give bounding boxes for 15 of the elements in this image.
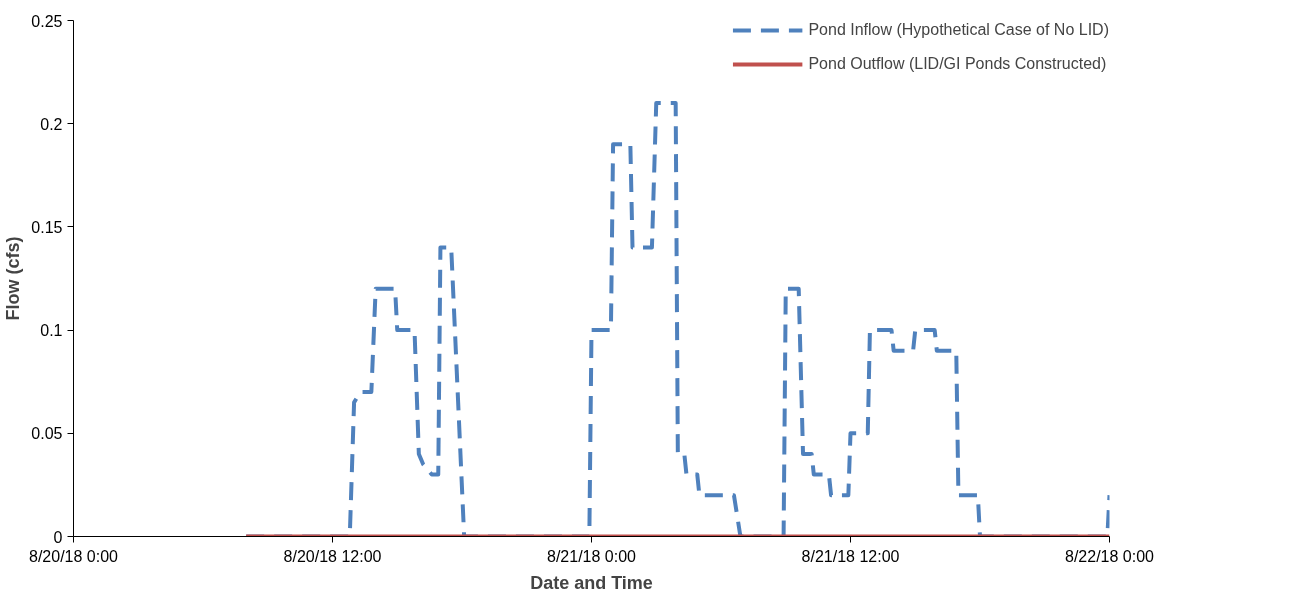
x-tick-label: 8/21/18 12:00: [801, 547, 900, 565]
x-tick-label: 8/20/18 0:00: [29, 547, 119, 565]
x-tick-label: 8/22/18 0:00: [1065, 547, 1155, 565]
legend-label: Pond Outflow (LID/GI Ponds Constructed): [808, 55, 1107, 73]
y-tick-label: 0.25: [31, 12, 63, 30]
x-axis-title: Date and Time: [530, 572, 653, 593]
x-tick-label: 8/21/18 0:00: [547, 547, 637, 565]
y-tick-label: 0: [53, 528, 63, 546]
x-tick-label: 8/20/18 12:00: [283, 547, 382, 565]
legend-label: Pond Inflow (Hypothetical Case of No LID): [808, 21, 1109, 39]
y-tick-label: 0.15: [31, 218, 63, 236]
y-tick-label: 0.05: [31, 425, 63, 443]
y-tick-label: 0.1: [40, 322, 63, 340]
y-axis-title: Flow (cfs): [3, 236, 24, 321]
y-tick-label: 0.2: [40, 115, 63, 133]
